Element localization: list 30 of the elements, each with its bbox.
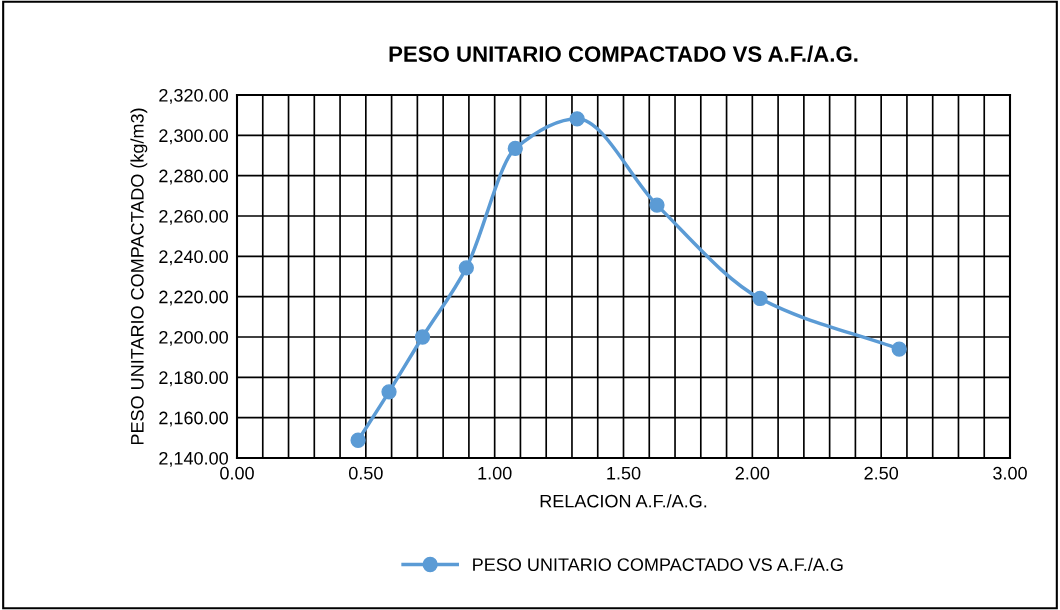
x-axis-title: RELACION A.F./A.G. (540, 494, 707, 508)
y-tick-label: 2,260.00 (159, 209, 228, 225)
y-axis-title: PESO UNITARIO COMPACTADO (kg/m3) (130, 108, 148, 445)
chart-title: PESO UNITARIO COMPACTADO VS A.F./A.G. (389, 45, 858, 63)
y-tick-label: 2,220.00 (159, 290, 228, 306)
point (569, 111, 585, 127)
y-tick-label: 2,180.00 (159, 371, 228, 387)
point (458, 260, 474, 276)
point (381, 384, 397, 400)
y-tick-label: 2,300.00 (159, 129, 228, 145)
point (507, 140, 523, 157)
y-tick-label: 2,140.00 (159, 451, 228, 467)
x-tick-label: 2.50 (864, 466, 899, 480)
legend-label: PESO UNITARIO COMPACTADO VS A.F./A.G (473, 557, 843, 571)
point (414, 329, 431, 345)
x-tick-label: 0.50 (348, 466, 383, 480)
y-tick-label: 2,240.00 (159, 250, 228, 266)
y-tick-label: 2,200.00 (159, 330, 228, 346)
x-tick-label: 1.50 (607, 466, 641, 480)
y-tick-label: 2,320.00 (159, 88, 228, 104)
point (649, 197, 665, 213)
x-tick-label: 2.00 (735, 466, 770, 480)
x-tick-label: 1.00 (478, 466, 512, 480)
y-tick-label: 2,160.00 (159, 411, 228, 427)
point (350, 432, 366, 448)
point (891, 341, 907, 357)
x-tick-label: 0.00 (220, 466, 254, 480)
x-tick-label: 3.00 (993, 466, 1027, 480)
y-tick-label: 2,280.00 (159, 169, 228, 185)
point (752, 290, 768, 307)
